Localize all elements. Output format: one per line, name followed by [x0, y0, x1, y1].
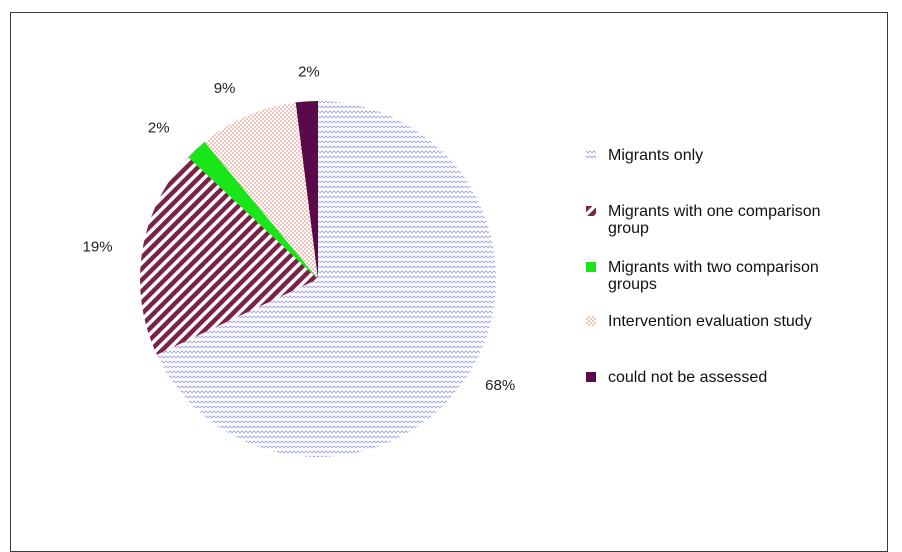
pie-slice-intervention-evaluation-study [204, 102, 318, 279]
pie-slices [140, 101, 497, 457]
legend-label-migrants-with-one-comparison-group: Migrants with one comparison group [608, 203, 821, 237]
legend-swatch-migrants-with-two-comparison-groups [586, 262, 596, 272]
legend-label-could-not-be-assessed: could not be assessed [608, 369, 767, 386]
pie-chart: 68% 19% 2% 9% 2% Migrants only Migrants with … [83, 63, 821, 457]
pie-slice-could-not-be-assessed [295, 101, 318, 279]
pie-labels: 68% 19% 2% 9% 2% [83, 63, 516, 394]
legend-swatch-could-not-be-assessed [586, 372, 596, 382]
legend-swatch-migrants-with-one-comparison-group [586, 206, 596, 216]
pie-label-migrants-with-two-comparison-groups: 2% [148, 119, 170, 136]
legend: Migrants only Migrants with one compariso… [586, 147, 821, 386]
legend-swatch-migrants-only [586, 150, 596, 160]
pie-label-could-not-be-assessed: 2% [298, 63, 320, 80]
pie-slice-migrants-with-two-comparison-groups [188, 141, 318, 279]
pie-slice-migrants-only [156, 101, 497, 457]
legend-swatch-intervention-evaluation-study [586, 316, 596, 326]
legend-label-migrants-only: Migrants only [608, 147, 703, 164]
pie-label-migrants-only: 68% [485, 377, 515, 394]
pie-slice-migrants-with-one-comparison-group [140, 157, 318, 355]
legend-label-intervention-evaluation-study: Intervention evaluation study [608, 313, 812, 330]
legend-label-migrants-with-two-comparison-groups: Migrants with two comparison groups [608, 259, 819, 293]
pie-label-intervention-evaluation-study: 9% [214, 80, 236, 97]
pie-label-migrants-with-one-comparison-group: 19% [83, 238, 113, 255]
